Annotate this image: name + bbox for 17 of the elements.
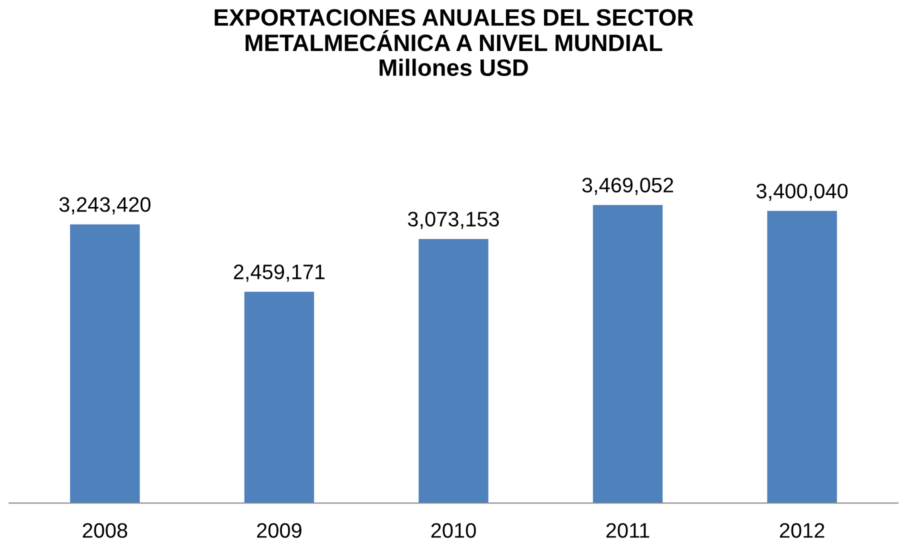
x-tick-label: 2010 [431, 523, 476, 538]
chart-title: EXPORTACIONES ANUALES DEL SECTOR METALMECÁNICA A NIVEL MUNDIAL [214, 9, 694, 52]
x-tick-label: 2008 [82, 523, 128, 538]
x-tick-label: 2012 [780, 523, 824, 538]
data-label: 3,243,420 [59, 197, 150, 214]
x-tick-label: 2009 [257, 523, 302, 538]
bar [70, 224, 140, 504]
data-label: 3,400,040 [756, 184, 848, 201]
data-label: 3,073,153 [408, 212, 499, 229]
data-label: 2,459,171 [234, 264, 325, 282]
bar [418, 238, 488, 504]
bar [244, 292, 314, 504]
bar [767, 210, 837, 504]
x-tick-label: 2011 [606, 523, 650, 538]
data-label: 3,469,052 [582, 178, 674, 195]
chart-subtitle: Millones USD [380, 58, 528, 76]
bar [592, 204, 663, 504]
